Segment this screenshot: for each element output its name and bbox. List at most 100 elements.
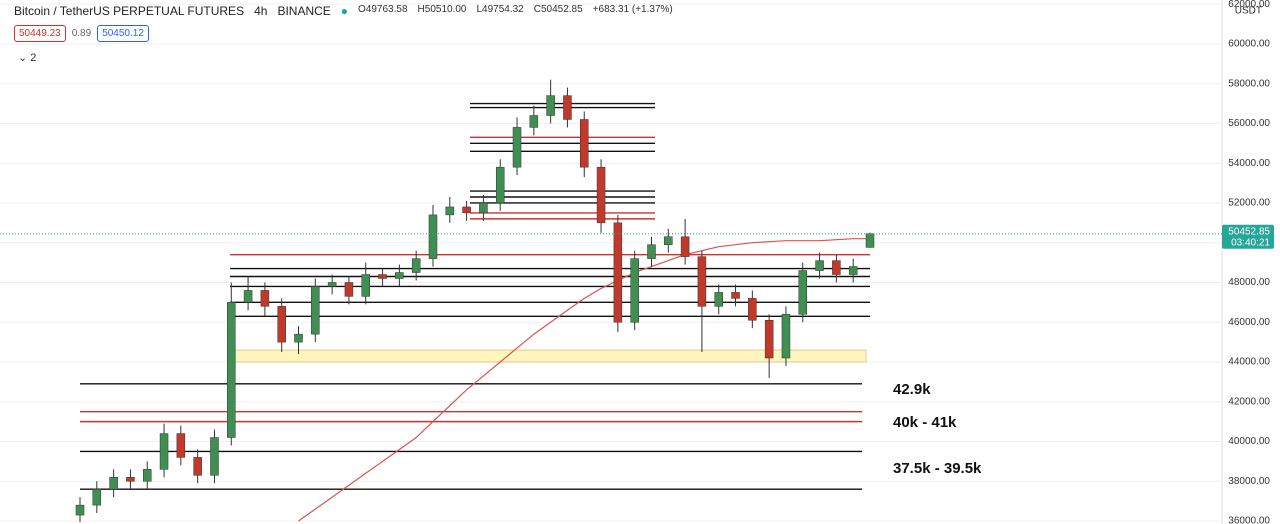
price-axis-bg <box>1222 0 1280 524</box>
ohlc-close: C50452.85 <box>533 4 583 15</box>
y-tick-label: 42000.00 <box>1228 396 1270 407</box>
y-tick-label: 46000.00 <box>1228 317 1270 328</box>
candle <box>227 282 236 446</box>
header: Bitcoin / TetherUS PERPETUAL FUTURES 4h … <box>14 4 673 18</box>
candle-body <box>714 292 723 307</box>
candle-body <box>126 477 135 482</box>
candle <box>428 204 438 267</box>
candle-body <box>361 274 370 297</box>
candle-body <box>92 488 102 506</box>
y-tick-label: 54000.00 <box>1228 158 1270 169</box>
candle <box>277 298 286 353</box>
annotation: 40k - 41k <box>893 414 957 431</box>
order-boxes: 50449.23 0.89 50450.12 <box>14 25 149 42</box>
candle-body <box>815 260 824 271</box>
candle-body <box>243 290 253 303</box>
ohlc-change: +683.31 (+1.37%) <box>592 4 673 15</box>
candle-body <box>159 433 169 470</box>
candle <box>445 196 455 223</box>
currency: USDT <box>1235 6 1262 17</box>
candle <box>832 254 841 283</box>
candle-body <box>848 266 858 275</box>
candle <box>479 195 488 221</box>
candle-body <box>344 282 354 297</box>
moving-average <box>298 238 870 522</box>
y-tick-label: 38000.00 <box>1228 476 1270 487</box>
candle-body <box>428 214 438 259</box>
candle-body <box>75 504 85 516</box>
candle-body <box>680 236 690 257</box>
ask[interactable]: 50450.12 <box>97 25 149 42</box>
candle-body <box>294 333 303 343</box>
candle-body <box>865 233 875 248</box>
candle <box>378 268 387 287</box>
ohlc-high: H50510.00 <box>417 4 467 15</box>
candle-body <box>764 319 774 359</box>
y-tick-label: 48000.00 <box>1228 277 1270 288</box>
symbol: Bitcoin / TetherUS PERPETUAL FUTURES <box>14 4 245 18</box>
candle <box>596 159 606 233</box>
candle <box>563 87 572 128</box>
candle <box>75 497 85 523</box>
candle <box>647 236 656 267</box>
candle <box>294 326 303 355</box>
candle-body <box>832 260 841 275</box>
candle-body <box>311 286 320 335</box>
candle-body <box>664 236 673 245</box>
candle-body <box>227 302 236 438</box>
candle-body <box>210 437 219 476</box>
candle-body <box>462 206 471 214</box>
candle-body <box>109 477 118 490</box>
candle-body <box>563 95 572 120</box>
candle-body <box>193 457 202 476</box>
candle-body <box>277 306 286 343</box>
candle <box>848 258 858 283</box>
candle-body <box>445 206 455 216</box>
candle-body <box>546 95 555 116</box>
candle-body <box>378 274 387 279</box>
candle <box>697 250 707 353</box>
candle <box>193 449 202 484</box>
status-dot: ● <box>340 4 349 18</box>
indicator-count: 2 <box>30 52 37 64</box>
candle <box>731 284 740 307</box>
candle <box>126 469 135 490</box>
candle-body <box>142 469 152 482</box>
ohlc-open: O49763.58 <box>358 4 408 15</box>
interval[interactable]: 4h <box>254 4 268 18</box>
y-tick-label: 56000.00 <box>1228 118 1270 129</box>
candle <box>495 159 505 211</box>
candle <box>109 469 118 498</box>
candle <box>311 278 320 343</box>
y-tick-label: 36000.00 <box>1228 516 1270 524</box>
candle <box>361 262 370 305</box>
candle <box>512 117 522 176</box>
y-tick-label: 58000.00 <box>1228 78 1270 89</box>
y-tick-label: 62000.00 <box>1228 0 1270 10</box>
candle-body <box>697 256 707 307</box>
candle-body <box>731 292 740 299</box>
candle <box>176 425 186 466</box>
candle <box>142 461 152 490</box>
candle <box>664 228 673 253</box>
indicator-toggle[interactable]: ⌄ 2 <box>18 52 37 64</box>
candle <box>344 276 354 305</box>
last-price-box <box>1222 224 1274 249</box>
candle <box>714 284 723 315</box>
candle <box>159 423 169 478</box>
candle <box>613 214 623 333</box>
y-tick-label: 52000.00 <box>1228 198 1270 209</box>
candle <box>798 262 808 323</box>
candle <box>395 264 404 287</box>
candle-body <box>479 202 488 214</box>
candle <box>580 111 589 178</box>
spread: 0.89 <box>71 28 92 39</box>
candle <box>260 282 270 317</box>
candle <box>781 306 791 366</box>
candle-body <box>176 433 186 458</box>
last-price-label: 50452.85 <box>1228 226 1270 237</box>
candle-body <box>580 119 589 168</box>
y-tick-label: 44000.00 <box>1228 357 1270 368</box>
bid[interactable]: 50449.23 <box>14 25 66 42</box>
candle <box>748 290 757 329</box>
